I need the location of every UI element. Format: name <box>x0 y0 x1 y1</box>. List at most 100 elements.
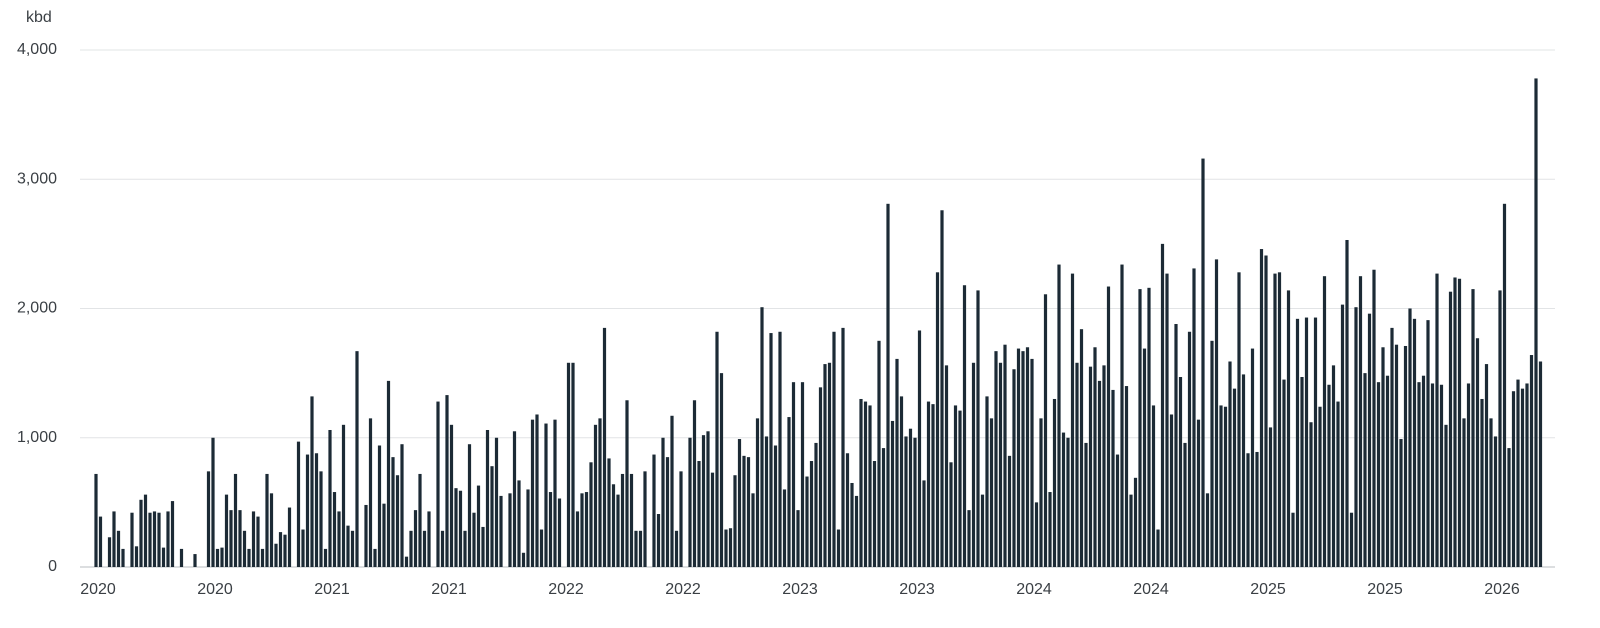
x-tick-label: 2023 <box>899 581 935 598</box>
bar <box>949 462 953 567</box>
bar <box>418 473 422 567</box>
bar <box>1075 362 1079 567</box>
bar <box>1327 384 1331 567</box>
x-tick-label: 2021 <box>431 581 467 598</box>
bar <box>890 420 895 567</box>
bar <box>1241 374 1246 567</box>
bar <box>229 510 233 567</box>
bar <box>1453 277 1457 567</box>
bar <box>1021 351 1025 567</box>
bar <box>1097 380 1102 567</box>
bar <box>575 511 580 567</box>
bar <box>341 424 346 567</box>
bar <box>1201 158 1205 567</box>
bar <box>674 530 679 567</box>
bar <box>1435 273 1439 567</box>
x-tick-label: 2023 <box>782 581 818 598</box>
x-tick-label: 2022 <box>548 581 584 598</box>
bar <box>265 473 269 567</box>
bar <box>1484 364 1489 567</box>
bar <box>665 457 670 567</box>
bar <box>832 331 836 567</box>
bar <box>1034 502 1039 567</box>
bar <box>94 473 98 567</box>
bar <box>251 511 256 567</box>
bar <box>1349 512 1354 567</box>
bar <box>364 504 368 567</box>
bar <box>1237 272 1241 567</box>
bar <box>238 510 242 567</box>
bar <box>445 395 449 567</box>
bar <box>476 485 481 567</box>
bar <box>656 514 661 567</box>
bar <box>1417 382 1421 567</box>
bar <box>256 516 260 567</box>
bar <box>458 490 463 567</box>
bar <box>287 507 292 567</box>
bar <box>1313 317 1318 567</box>
bar <box>823 364 827 567</box>
x-tick-label: 2024 <box>1133 581 1169 598</box>
bar <box>1138 289 1142 567</box>
bar <box>1084 442 1088 567</box>
bar <box>436 401 440 567</box>
bar <box>539 529 544 567</box>
bar <box>1169 414 1174 567</box>
bar <box>179 548 184 567</box>
bar <box>1057 264 1061 567</box>
bar <box>1331 365 1336 567</box>
bar <box>1174 324 1178 567</box>
bar <box>1426 320 1430 567</box>
bar <box>544 423 548 567</box>
y-tick-label: 3,000 <box>17 170 57 187</box>
bar <box>1475 338 1480 567</box>
bar <box>206 471 211 567</box>
bar <box>1462 418 1466 567</box>
bar <box>1340 304 1345 567</box>
bar <box>1246 453 1250 567</box>
bar <box>1390 327 1394 567</box>
bar <box>971 362 976 567</box>
bar <box>1529 355 1534 567</box>
bar <box>967 510 971 567</box>
bar <box>310 396 314 567</box>
bar <box>836 529 841 567</box>
bar <box>508 493 512 567</box>
bar <box>751 493 755 567</box>
bar <box>332 492 337 567</box>
bar <box>742 455 746 567</box>
bar <box>368 418 373 567</box>
bar <box>913 437 917 567</box>
bar <box>485 429 490 567</box>
x-tick-label: 2024 <box>1016 581 1052 598</box>
bar <box>1493 436 1498 567</box>
bar <box>1511 391 1516 567</box>
bar <box>1489 418 1493 567</box>
bar <box>1016 348 1021 567</box>
bar <box>643 471 647 567</box>
bar <box>1192 268 1196 567</box>
y-tick-label: 1,000 <box>17 429 57 446</box>
bar <box>782 489 787 567</box>
bar <box>350 530 355 567</box>
bar <box>278 532 283 567</box>
bar <box>107 537 112 567</box>
bar <box>269 493 274 567</box>
bar <box>904 436 908 567</box>
bar <box>193 554 197 567</box>
bar <box>611 484 616 567</box>
bar <box>409 530 413 567</box>
bar <box>958 410 962 567</box>
y-tick-label: 2,000 <box>17 300 57 317</box>
bar <box>305 454 310 567</box>
bar <box>1318 406 1322 567</box>
bar <box>634 530 638 567</box>
bar <box>769 333 773 567</box>
bar <box>413 510 418 567</box>
bar <box>440 530 445 567</box>
bar <box>719 373 724 567</box>
bar <box>670 415 674 567</box>
bar <box>1102 365 1106 567</box>
bar <box>499 495 503 567</box>
